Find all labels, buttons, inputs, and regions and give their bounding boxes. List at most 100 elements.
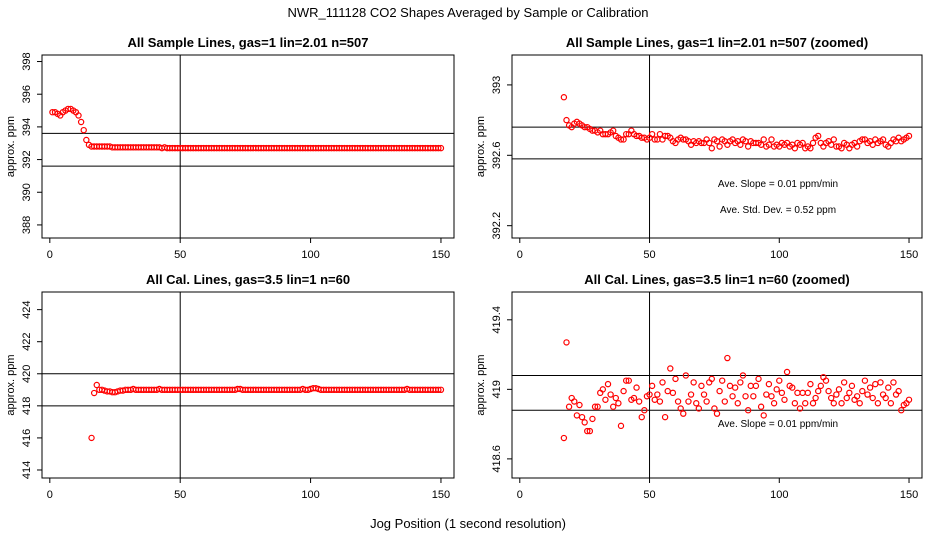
data-point bbox=[731, 384, 739, 391]
data-point bbox=[565, 403, 573, 410]
data-point bbox=[578, 413, 586, 421]
data-point bbox=[887, 400, 895, 407]
figure-title: NWR_111128 CO2 Shapes Averaged by Sample… bbox=[287, 5, 649, 20]
data-point bbox=[641, 407, 648, 414]
panel-title: All Cal. Lines, gas=3.5 lin=1 n=60 (zoom… bbox=[584, 272, 850, 287]
x-tick-label: 50 bbox=[174, 249, 186, 261]
x-tick-label: 150 bbox=[432, 489, 450, 501]
y-tick-label: 392.6 bbox=[491, 142, 503, 170]
data-point bbox=[747, 382, 754, 390]
data-point bbox=[648, 382, 656, 390]
data-point bbox=[737, 141, 744, 148]
data-point bbox=[874, 400, 882, 407]
data-point bbox=[853, 393, 861, 400]
y-axis-label: approx. ppm bbox=[5, 354, 17, 415]
data-point bbox=[607, 391, 614, 398]
data-point bbox=[591, 403, 599, 410]
data-point bbox=[695, 405, 703, 412]
data-point bbox=[778, 389, 786, 397]
data-point bbox=[560, 434, 568, 442]
data-point bbox=[90, 389, 98, 397]
data-point bbox=[742, 393, 749, 400]
y-tick-label: 418 bbox=[21, 397, 33, 415]
data-point bbox=[610, 127, 617, 134]
data-point bbox=[890, 379, 897, 386]
data-point bbox=[856, 400, 863, 407]
y-tick-label: 418.6 bbox=[491, 445, 503, 473]
y-tick-label: 419.4 bbox=[491, 306, 503, 334]
x-tick-label: 0 bbox=[47, 249, 53, 261]
data-point bbox=[685, 398, 692, 405]
data-point bbox=[799, 389, 806, 397]
x-tick-label: 0 bbox=[517, 249, 523, 261]
data-point bbox=[807, 145, 814, 152]
data-point bbox=[88, 434, 95, 442]
data-point bbox=[93, 381, 100, 389]
data-point bbox=[804, 389, 812, 397]
y-tick-label: 394 bbox=[21, 118, 33, 136]
data-point bbox=[651, 396, 658, 403]
data-point bbox=[75, 112, 82, 119]
data-point bbox=[435, 386, 442, 394]
data-point bbox=[864, 391, 871, 398]
data-point bbox=[677, 405, 684, 412]
data-point bbox=[713, 410, 721, 417]
data-point bbox=[80, 126, 87, 134]
plot-frame bbox=[511, 54, 923, 239]
data-point bbox=[815, 387, 822, 395]
data-point bbox=[687, 391, 695, 398]
data-point bbox=[698, 382, 705, 390]
data-point bbox=[794, 389, 801, 397]
data-point bbox=[783, 368, 791, 376]
data-point bbox=[885, 384, 892, 391]
data-point bbox=[716, 387, 723, 395]
data-point bbox=[877, 379, 884, 386]
data-point bbox=[853, 143, 861, 150]
data-point bbox=[620, 136, 627, 143]
data-point bbox=[744, 407, 752, 414]
data-point bbox=[576, 401, 583, 409]
data-point bbox=[905, 132, 913, 140]
data-point bbox=[682, 372, 690, 379]
data-point bbox=[861, 377, 869, 384]
y-tick-label: 390 bbox=[21, 183, 33, 201]
data-point bbox=[807, 380, 814, 388]
data-point bbox=[625, 377, 632, 384]
data-point bbox=[610, 403, 617, 410]
data-point bbox=[838, 400, 845, 407]
data-point bbox=[869, 394, 876, 402]
data-point bbox=[827, 394, 835, 402]
data-point bbox=[822, 377, 830, 384]
data-point bbox=[612, 394, 619, 402]
data-point bbox=[729, 393, 736, 400]
x-tick-label: 150 bbox=[900, 249, 918, 261]
x-tick-label: 50 bbox=[643, 249, 655, 261]
data-point bbox=[648, 130, 656, 138]
data-point bbox=[905, 396, 913, 403]
data-point bbox=[760, 412, 767, 419]
stat-annotation: Ave. Slope = 0.01 ppm/min bbox=[718, 419, 838, 430]
stat-annotation: Ave. Std. Dev. = 0.52 ppm bbox=[720, 205, 836, 216]
data-point bbox=[882, 394, 889, 402]
data-point bbox=[833, 391, 840, 398]
y-tick-label: 396 bbox=[21, 85, 33, 103]
data-point bbox=[734, 400, 741, 407]
data-point bbox=[622, 130, 630, 138]
data-point bbox=[872, 380, 879, 388]
data-point bbox=[799, 139, 806, 147]
x-tick-label: 100 bbox=[301, 489, 319, 501]
data-point bbox=[859, 387, 866, 395]
data-point bbox=[654, 391, 661, 398]
data-point bbox=[866, 384, 874, 391]
y-tick-label: 388 bbox=[21, 216, 33, 234]
data-point bbox=[750, 393, 757, 400]
data-point bbox=[669, 389, 677, 397]
panel-title: All Sample Lines, gas=1 lin=2.01 n=507 bbox=[128, 35, 369, 50]
y-axis-label: approx. ppm bbox=[475, 116, 487, 177]
data-point bbox=[617, 422, 625, 430]
data-point bbox=[698, 139, 705, 147]
data-point bbox=[726, 382, 734, 390]
data-point bbox=[768, 136, 775, 143]
data-point bbox=[638, 413, 645, 421]
